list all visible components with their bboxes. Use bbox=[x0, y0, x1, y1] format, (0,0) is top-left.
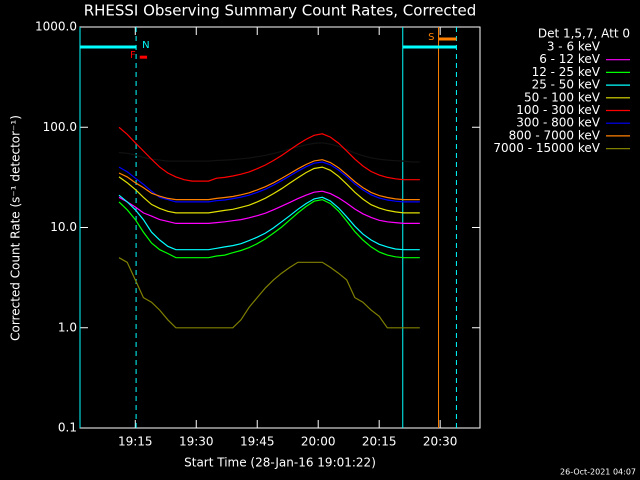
footer: 26-Oct-2021 04:07 bbox=[560, 468, 636, 477]
series-line bbox=[118, 142, 420, 163]
flag-label: F bbox=[130, 50, 136, 61]
legend-label: 25 - 50 keV bbox=[532, 78, 601, 92]
series-line bbox=[118, 161, 420, 203]
x-tick-label: 19:30 bbox=[179, 435, 214, 449]
y-tick-label: 1000.0 bbox=[35, 20, 77, 34]
x-tick-label: 19:45 bbox=[240, 435, 275, 449]
x-axis-label: Start Time (28-Jan-16 19:01:22) bbox=[184, 456, 376, 470]
y-tick-label: 0.1 bbox=[58, 421, 77, 435]
x-tick-label: 20:00 bbox=[301, 435, 336, 449]
series-line bbox=[118, 159, 420, 201]
series-line bbox=[118, 126, 420, 182]
series-line bbox=[118, 257, 420, 329]
legend-label: 800 - 7000 keV bbox=[509, 128, 601, 142]
legend-label: 6 - 12 keV bbox=[539, 52, 601, 66]
legend-label: 100 - 300 keV bbox=[516, 103, 600, 117]
legend-label: 300 - 800 keV bbox=[516, 116, 600, 130]
series-line bbox=[118, 166, 420, 214]
y-axis-label: Corrected Count Rate (s⁻¹ detector⁻¹) bbox=[9, 115, 23, 341]
legend-label: 12 - 25 keV bbox=[532, 65, 601, 79]
legend-label: 3 - 6 keV bbox=[547, 40, 601, 54]
x-tick-label: 19:15 bbox=[118, 435, 153, 449]
flag-label: S bbox=[428, 32, 434, 43]
y-tick-label: 1.0 bbox=[58, 320, 77, 334]
legend-title: Det 1,5,7, Att 0 bbox=[538, 27, 630, 41]
series-line bbox=[118, 194, 420, 251]
x-tick-label: 20:15 bbox=[362, 435, 397, 449]
y-tick-label: 10.0 bbox=[50, 220, 77, 234]
chart-title: RHESSI Observing Summary Count Rates, Co… bbox=[84, 2, 477, 20]
x-tick-label: 20:30 bbox=[423, 435, 458, 449]
series-line bbox=[118, 198, 420, 259]
y-tick-label: 100.0 bbox=[43, 120, 77, 134]
legend-label: 50 - 100 keV bbox=[524, 90, 601, 104]
legend-label: 7000 - 15000 keV bbox=[493, 141, 600, 155]
series-line bbox=[118, 190, 420, 224]
flag-label: N bbox=[142, 40, 149, 51]
